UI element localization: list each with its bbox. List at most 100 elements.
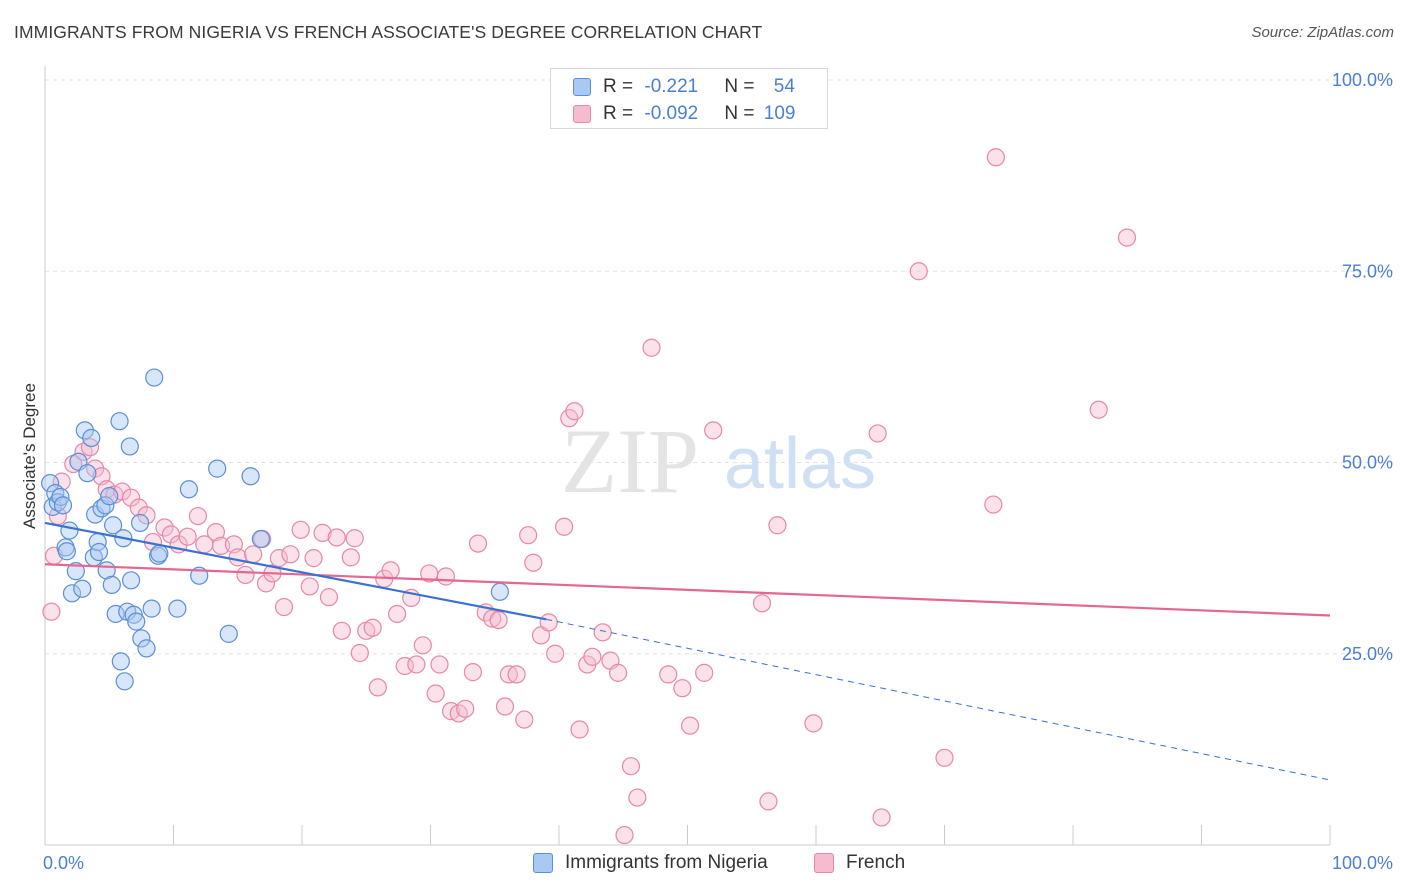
nigeria-trend-extension (546, 618, 1331, 781)
nigeria-point (145, 368, 164, 387)
nigeria-point (106, 604, 125, 624)
legend-item-nigeria[interactable]: Immigrants from Nigeria (533, 852, 768, 874)
nigeria-point (89, 542, 109, 562)
french-point (188, 506, 208, 526)
french-point (659, 665, 678, 684)
stats-row-nigeria: R = -0.221 N = 54 (573, 74, 795, 100)
french-point (463, 663, 483, 682)
legend-label-french: French (846, 852, 906, 873)
french-point (642, 338, 661, 357)
french-point (570, 720, 589, 739)
nigeria-point (121, 571, 141, 590)
nigeria-point (82, 428, 101, 448)
nigeria-point (62, 584, 82, 603)
french-point (395, 656, 414, 676)
chart-title: IMMIGRANTS FROM NIGERIA VS FRENCH ASSOCI… (14, 22, 763, 42)
r-value: -0.092 (644, 103, 699, 124)
french-point (868, 424, 887, 443)
stats-row-french: R = -0.092 N = 109 (573, 101, 795, 127)
french-point (935, 748, 954, 767)
french-point (313, 523, 332, 542)
french-point (456, 699, 475, 718)
french-point (281, 545, 300, 564)
french-point (555, 517, 574, 536)
y-axis-label: Associate's Degree (20, 383, 39, 529)
french-point (499, 665, 518, 684)
y-tick-label: 75.0% (1342, 261, 1393, 281)
watermark: ZIP atlas (561, 410, 876, 512)
french-point (244, 545, 263, 564)
nigeria-point (115, 672, 134, 691)
french-point (539, 613, 558, 632)
nigeria-point (100, 487, 119, 506)
french-point (704, 421, 723, 440)
french-point (426, 684, 445, 703)
french-point (387, 604, 407, 624)
french-point (909, 262, 928, 281)
r-label: R = (603, 76, 639, 97)
nigeria-point (102, 575, 121, 595)
french-points (42, 148, 1137, 845)
french-point (673, 679, 692, 698)
watermark-zip: ZIP (561, 410, 699, 512)
trend-lines (44, 521, 1331, 781)
french-point (291, 520, 310, 539)
nigeria-point (137, 639, 156, 658)
french-point (628, 788, 647, 807)
french-point (368, 678, 387, 697)
nigeria-point (168, 599, 187, 618)
french-point (565, 402, 584, 421)
x-tick-label: 100.0% (1332, 853, 1393, 873)
r-value: -0.221 (644, 76, 699, 97)
nigeria-points (41, 368, 509, 691)
french-point (489, 610, 508, 630)
n-value: 54 (773, 76, 795, 97)
nigeria-point (130, 513, 150, 533)
nigeria-point (96, 496, 115, 515)
legend-item-french[interactable]: French (814, 852, 905, 874)
y-tick-label: 25.0% (1342, 644, 1393, 664)
legend-swatch-nigeria (533, 853, 553, 873)
nigeria-trend-line (44, 521, 547, 621)
french-point (468, 534, 488, 553)
legend-swatch-french (573, 105, 591, 123)
french-point (436, 567, 456, 586)
french-point (515, 710, 534, 729)
french-point (1117, 228, 1137, 247)
french-point (609, 663, 628, 682)
french-point (332, 621, 351, 640)
french-point (583, 647, 602, 666)
french-point (350, 643, 369, 663)
nigeria-point (150, 544, 169, 563)
french-point (984, 495, 1003, 514)
french-point (507, 665, 526, 684)
r-label: R = (603, 103, 639, 124)
legend-swatch-french (814, 853, 834, 873)
french-point (345, 529, 364, 548)
nigeria-point (78, 464, 97, 483)
nigeria-point (73, 579, 92, 598)
french-point (178, 527, 197, 546)
nigeria-point (110, 412, 129, 431)
nigeria-point (179, 480, 199, 499)
nigeria-point (219, 624, 238, 643)
french-point (121, 488, 141, 507)
french-point (381, 561, 400, 580)
nigeria-point (251, 529, 270, 549)
french-point (300, 577, 319, 596)
nigeria-point (57, 542, 76, 561)
y-tick-label: 100.0% (1332, 70, 1393, 90)
french-point (593, 623, 612, 642)
nigeria-point (127, 612, 146, 631)
nigeria-point (53, 496, 73, 515)
watermark-atlas: atlas (724, 424, 876, 504)
french-point (615, 825, 634, 845)
french-point (621, 757, 641, 776)
french-point (129, 498, 148, 517)
french-point (546, 644, 565, 663)
nigeria-point (66, 562, 85, 581)
french-point (407, 655, 426, 674)
french-point (768, 516, 787, 535)
french-point (304, 549, 323, 568)
